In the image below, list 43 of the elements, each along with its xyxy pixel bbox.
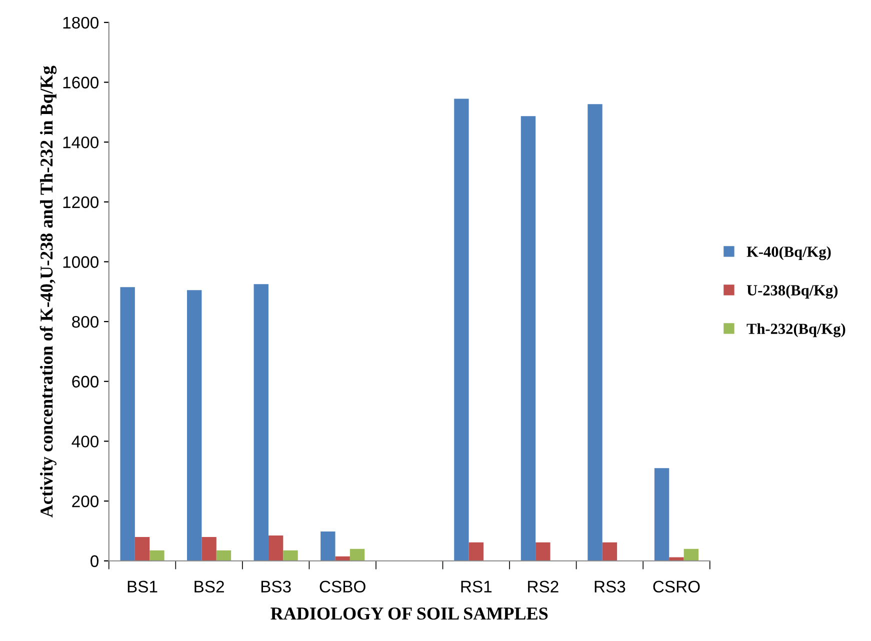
bar — [350, 548, 365, 561]
bar — [654, 468, 670, 561]
y-tick-label: 800 — [72, 316, 99, 328]
bar — [120, 287, 135, 561]
y-tick-label: 400 — [72, 436, 99, 448]
bar — [320, 532, 336, 561]
x-tick-label: CSBO — [320, 580, 366, 593]
y-tick-label: 0 — [90, 555, 98, 568]
bar — [187, 290, 202, 561]
y-tick-label: 1200 — [63, 196, 99, 208]
x-tick-label: BS2 — [194, 580, 224, 593]
bar — [536, 542, 550, 561]
bar — [268, 535, 284, 561]
y-tick-label: 600 — [72, 376, 99, 388]
y-axis-title: Activity concentration of K-40,U-238 and Th-232 in Bq/Kg — [40, 66, 57, 518]
x-tick-label: RS3 — [594, 580, 626, 593]
bar — [150, 550, 164, 561]
legend-label: K-40(Bq/Kg) — [746, 246, 831, 260]
legend-label: Th-232(Bq/Kg) — [746, 323, 846, 338]
x-tick-label: RS1 — [461, 580, 492, 593]
y-tick-label: 1400 — [63, 136, 99, 148]
bar — [602, 542, 618, 561]
bar — [134, 536, 150, 561]
bar — [684, 548, 699, 561]
x-tick-label: BS3 — [261, 580, 291, 593]
y-tick-label: 200 — [72, 495, 99, 508]
x-tick-label: BS1 — [128, 580, 158, 593]
bar — [254, 284, 268, 561]
y-tick-label: 1600 — [63, 76, 99, 88]
x-tick-label: RS2 — [528, 580, 558, 593]
bar — [283, 550, 298, 561]
bar — [520, 116, 536, 561]
bar — [216, 550, 232, 561]
bar — [202, 536, 216, 561]
bar — [335, 556, 350, 561]
y-tick-label: 1000 — [63, 256, 99, 268]
legend-label: U-238(Bq/Kg) — [746, 284, 838, 299]
x-axis-title: RADIOLOGY OF SOIL SAMPLES — [270, 608, 548, 620]
bar — [468, 542, 484, 561]
bar — [454, 98, 469, 561]
bar — [588, 104, 602, 561]
x-tick-label: CSRO — [653, 580, 700, 593]
y-tick-label: 1800 — [63, 16, 99, 29]
